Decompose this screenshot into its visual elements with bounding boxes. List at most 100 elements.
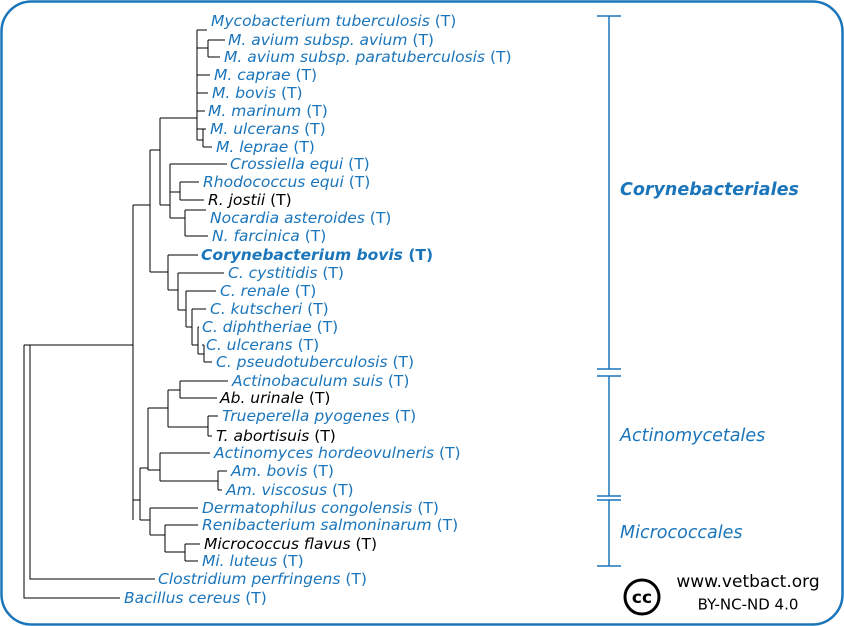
type-strain: (T) [437,516,459,534]
taxon-name: C. cystitidis [228,264,317,282]
taxon-name: Clostridium perfringens [158,570,340,588]
type-strain: (T) [304,120,326,138]
type-strain: (T) [282,552,304,570]
leaf-label: M. bovis (T) [212,84,303,102]
leaf-label: C. pseudotuberculosis (T) [216,353,414,371]
leaf-label: Micrococcus flavus (T) [204,535,377,553]
leaf-label: Rhodococcus equi (T) [203,173,370,191]
type-strain: (T) [395,407,417,425]
leaf-label: Bacillus cereus (T) [124,589,267,607]
leaf-label: M. leprae (T) [216,138,315,156]
leaf-label: C. kutscheri (T) [210,300,329,318]
taxon-name: Am. viscosus [225,481,327,499]
leaf-label: Am. bovis (T) [230,462,334,480]
taxon-name: N. farcinica [212,227,300,245]
leaf-label: Clostridium perfringens (T) [158,570,367,588]
leaf-label: C. ulcerans (T) [206,336,319,354]
type-strain: (T) [298,336,320,354]
leaf-label: C. renale (T) [220,282,316,300]
group-label: Corynebacteriales [620,180,799,200]
type-strain: (T) [388,372,410,390]
taxon-name: Micrococcus flavus [204,535,351,553]
leaf-label: Mi. luteus (T) [202,552,304,570]
type-strain: (T) [270,191,292,209]
taxon-name: M. leprae [216,138,288,156]
taxon-name: Corynebacterium bovis [201,246,403,264]
group-label: Micrococcales [620,523,743,543]
leaf-label: M. avium subsp. avium (T) [228,31,434,49]
tree [23,29,228,599]
taxon-name: M. marinum [208,102,301,120]
license-terms: BY-NC-ND 4.0 [698,596,799,614]
site[interactable]: www.vetbact.org [676,572,819,592]
type-strain: (T) [309,389,331,407]
taxon-name: Actinobaculum suis [231,372,383,390]
taxon-name: M. ulcerans [210,120,299,138]
leaf-label: Trueperella pyogenes (T) [222,407,416,425]
taxon-name: M. bovis [212,84,276,102]
leaf-label: Renibacterium salmoninarum (T) [202,516,458,534]
leaf-label: Am. viscosus (T) [225,481,354,499]
taxon-name: Trueperella pyogenes [222,407,390,425]
cc-logo-text: cc [632,588,652,608]
leaf-label: N. farcinica (T) [212,227,326,245]
leaf-label: C. cystitidis (T) [228,264,344,282]
type-strain: (T) [281,84,303,102]
leaf-label: Mycobacterium tuberculosis (T) [211,12,456,30]
type-strain: (T) [408,246,433,264]
taxon-name: Dermatophilus congolensis [202,499,412,517]
type-strain: (T) [317,318,339,336]
taxon-name: Actinomyces hordeovulneris [213,444,434,462]
taxon-name: T. abortisuis [216,427,309,445]
type-strain: (T) [349,173,371,191]
taxon-name: Mi. luteus [202,552,277,570]
type-strain: (T) [348,155,370,173]
leaf-label: M. ulcerans (T) [210,120,326,138]
type-strain: (T) [435,12,457,30]
taxon-name: Am. bovis [230,462,307,480]
type-strain: (T) [293,138,315,156]
type-strain: (T) [306,102,328,120]
taxon-name: Rhodococcus equi [203,173,344,191]
leaf-label: Actinobaculum suis (T) [231,372,409,390]
type-strain: (T) [312,462,334,480]
type-strain: (T) [392,353,414,371]
leaf-label: Crossiella equi (T) [230,155,370,173]
type-strain: (T) [439,444,461,462]
leaf-label: Dermatophilus congolensis (T) [202,499,439,517]
brackets [597,15,621,567]
type-strain: (T) [305,227,327,245]
leaf-label: Ab. urinale (T) [219,389,330,407]
leaf-label: R. jostii (T) [208,191,292,209]
taxon-name: Renibacterium salmoninarum [202,516,432,534]
taxon-name: Bacillus cereus [124,589,240,607]
taxon-name: C. pseudotuberculosis [216,353,388,371]
type-strain: (T) [345,570,367,588]
leaf-label: Nocardia asteroides (T) [210,209,391,227]
taxon-name: Crossiella equi [230,155,344,173]
type-strain: (T) [332,481,354,499]
taxon-name: Ab. urinale [219,389,304,407]
taxon-name: C. diphtheriae [202,318,312,336]
taxon-name: M. caprae [214,66,291,84]
type-strain: (T) [417,499,439,517]
taxon-name: R. jostii [208,191,266,209]
cc-logo [623,578,661,616]
type-strain: (T) [322,264,344,282]
leaf-label: M. avium subsp. paratuberculosis (T) [224,48,512,66]
taxon-name: C. ulcerans [206,336,293,354]
type-strain: (T) [295,282,317,300]
type-strain: (T) [370,209,392,227]
leaf-label: Corynebacterium bovis (T) [201,246,433,264]
leaf-label: C. diphtheriae (T) [202,318,338,336]
leaf-label: M. marinum (T) [208,102,328,120]
taxon-name: M. avium subsp. avium [228,31,407,49]
type-strain: (T) [355,535,377,553]
type-strain: (T) [307,300,329,318]
taxon-name: M. avium subsp. paratuberculosis [224,48,485,66]
taxon-name: C. kutscheri [210,300,303,318]
taxon-name: C. renale [220,282,290,300]
type-strain: (T) [245,589,267,607]
leaf-label: T. abortisuis (T) [216,427,336,445]
